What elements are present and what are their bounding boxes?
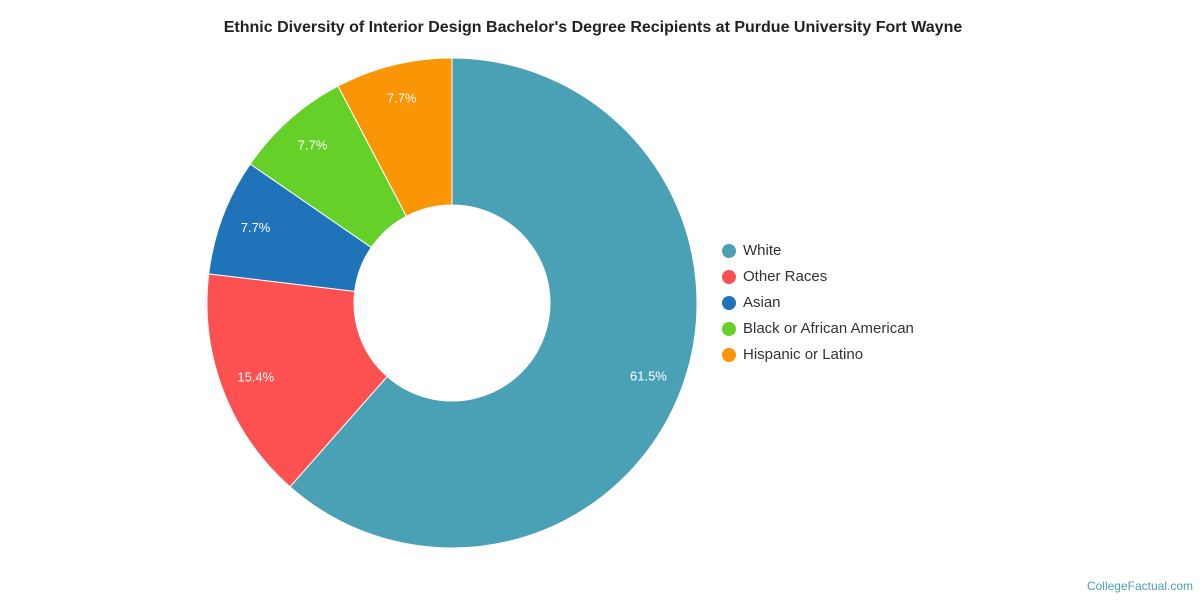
legend-label: Black or African American — [743, 320, 914, 337]
legend-label: Other Races — [743, 268, 827, 285]
source: CollegeFactual.com — [1087, 579, 1193, 593]
legend-swatch — [722, 296, 736, 310]
value-label: 15.4% — [237, 369, 274, 384]
legend-swatch — [722, 244, 736, 258]
legend-swatch — [722, 270, 736, 284]
value-label: 7.7% — [241, 220, 271, 235]
chart-title: Ethnic Diversity of Interior Design Bach… — [224, 19, 963, 36]
slice — [337, 57, 453, 217]
legend-swatch — [722, 348, 736, 362]
slice — [206, 273, 388, 488]
legend-label: Asian — [743, 294, 781, 311]
legend-swatch — [722, 322, 736, 336]
value-label: 61.5% — [630, 369, 667, 384]
slice — [289, 57, 698, 549]
value-label: 7.7% — [387, 91, 417, 106]
value-label: 7.7% — [298, 137, 328, 152]
legend-label: White — [743, 242, 781, 259]
legend-label: Hispanic or Latino — [743, 346, 863, 363]
